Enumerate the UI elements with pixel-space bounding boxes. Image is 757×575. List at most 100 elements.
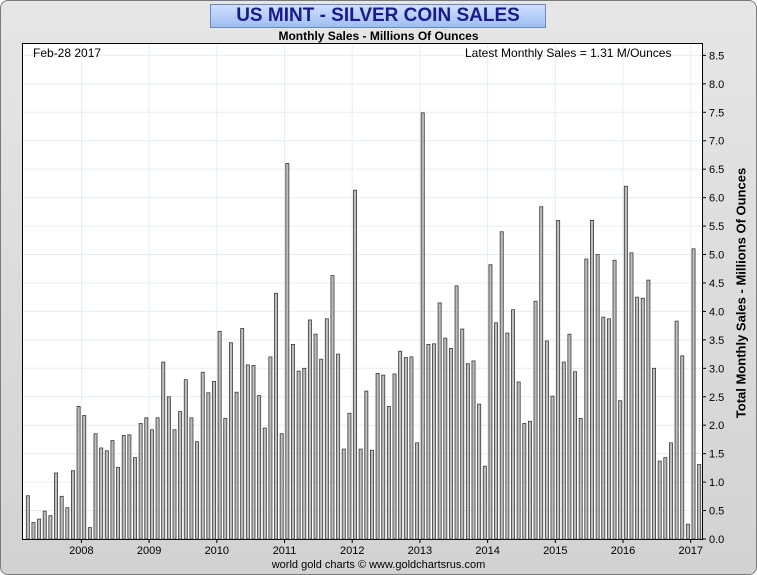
y-axis-label: Total Monthly Sales - Millions Of Ounces (733, 167, 749, 419)
bar (104, 450, 109, 540)
bar (133, 457, 137, 540)
bar (31, 522, 36, 540)
bar (206, 392, 211, 540)
bar (409, 356, 414, 540)
bar (454, 285, 459, 540)
bar (567, 333, 572, 540)
bar (268, 356, 273, 540)
bar (635, 296, 640, 540)
bar (584, 258, 589, 540)
bar (54, 472, 58, 540)
x-tick-label: 2009 (137, 545, 161, 557)
bar (285, 163, 290, 540)
y-tick-label: 0.0 (709, 534, 724, 546)
bar (234, 391, 239, 540)
bar (166, 396, 171, 540)
bar (578, 417, 583, 540)
bar (313, 333, 318, 540)
y-tick-label: 7.5 (709, 107, 724, 119)
bar (527, 420, 532, 540)
bar (652, 367, 656, 540)
bar (99, 447, 104, 540)
bar (245, 364, 250, 540)
bar (110, 440, 115, 540)
bar (25, 495, 30, 540)
y-tick-label: 2.5 (709, 392, 724, 404)
y-tick-label: 7.0 (709, 136, 724, 148)
y-tick-label: 4.0 (709, 306, 724, 318)
latest-sales-label: Latest Monthly Sales = 1.31 M/Ounces (465, 46, 672, 60)
bar (82, 415, 87, 540)
bar (426, 344, 431, 540)
bar (121, 435, 126, 540)
bar (375, 373, 380, 540)
bar (87, 527, 92, 540)
bar (381, 374, 386, 540)
y-tick-label: 5.0 (709, 250, 724, 262)
bar (302, 367, 307, 540)
bar (448, 347, 453, 540)
chart-title: US MINT - SILVER COIN SALES (236, 5, 520, 26)
bar (618, 400, 623, 540)
bar (539, 206, 544, 540)
bar (488, 264, 493, 540)
bar (550, 395, 555, 540)
bar (697, 464, 702, 540)
bar (437, 302, 442, 540)
y-tick-label: 1.0 (709, 477, 724, 489)
bar (685, 523, 690, 540)
bar (403, 357, 408, 540)
bar (443, 337, 448, 540)
bar (460, 328, 465, 540)
y-tick-label: 6.5 (709, 164, 724, 176)
bar (680, 355, 685, 540)
bar (482, 465, 487, 540)
bar (341, 448, 346, 540)
x-axis: 2008 2009 2010 2011 2012 2013 2014 2015 2016 2017 (69, 539, 703, 557)
title-band: US MINT - SILVER COIN SALES (210, 4, 546, 28)
bar (370, 449, 374, 540)
bar (59, 495, 64, 540)
bar (183, 379, 188, 540)
x-tick-label: 2014 (475, 545, 499, 557)
bar (629, 252, 634, 540)
bars-layer (25, 112, 702, 540)
bar (522, 423, 527, 540)
y-tick-label: 5.5 (709, 221, 724, 233)
bar (274, 292, 278, 540)
bar (296, 370, 301, 540)
bar (691, 248, 696, 540)
bar (347, 412, 352, 540)
bar (544, 340, 549, 540)
bar (65, 507, 70, 540)
bar (364, 390, 369, 540)
bar (663, 457, 668, 540)
bar (189, 417, 194, 540)
bar (533, 300, 538, 540)
bar (398, 350, 403, 540)
bar (595, 254, 600, 540)
bar (640, 297, 645, 540)
bar (319, 358, 324, 540)
x-tick-label: 2015 (543, 545, 567, 557)
bar (262, 427, 267, 540)
bar (257, 395, 262, 540)
chart-subtitle: Monthly Sales - Millions Of Ounces (278, 29, 479, 43)
bar (646, 279, 651, 540)
bar (212, 380, 216, 540)
bar (601, 316, 606, 540)
credit-text: world gold charts © www.goldchartsrus.co… (271, 559, 486, 571)
bar (657, 460, 662, 540)
bar (324, 318, 329, 540)
bar (612, 259, 617, 540)
bar (228, 342, 233, 540)
bar (149, 429, 154, 540)
bar (516, 381, 521, 540)
bar (37, 518, 42, 540)
y-tick-label: 3.5 (709, 335, 724, 347)
bar (307, 319, 312, 540)
bar (161, 361, 166, 540)
bar (138, 423, 143, 540)
bar (144, 417, 149, 540)
